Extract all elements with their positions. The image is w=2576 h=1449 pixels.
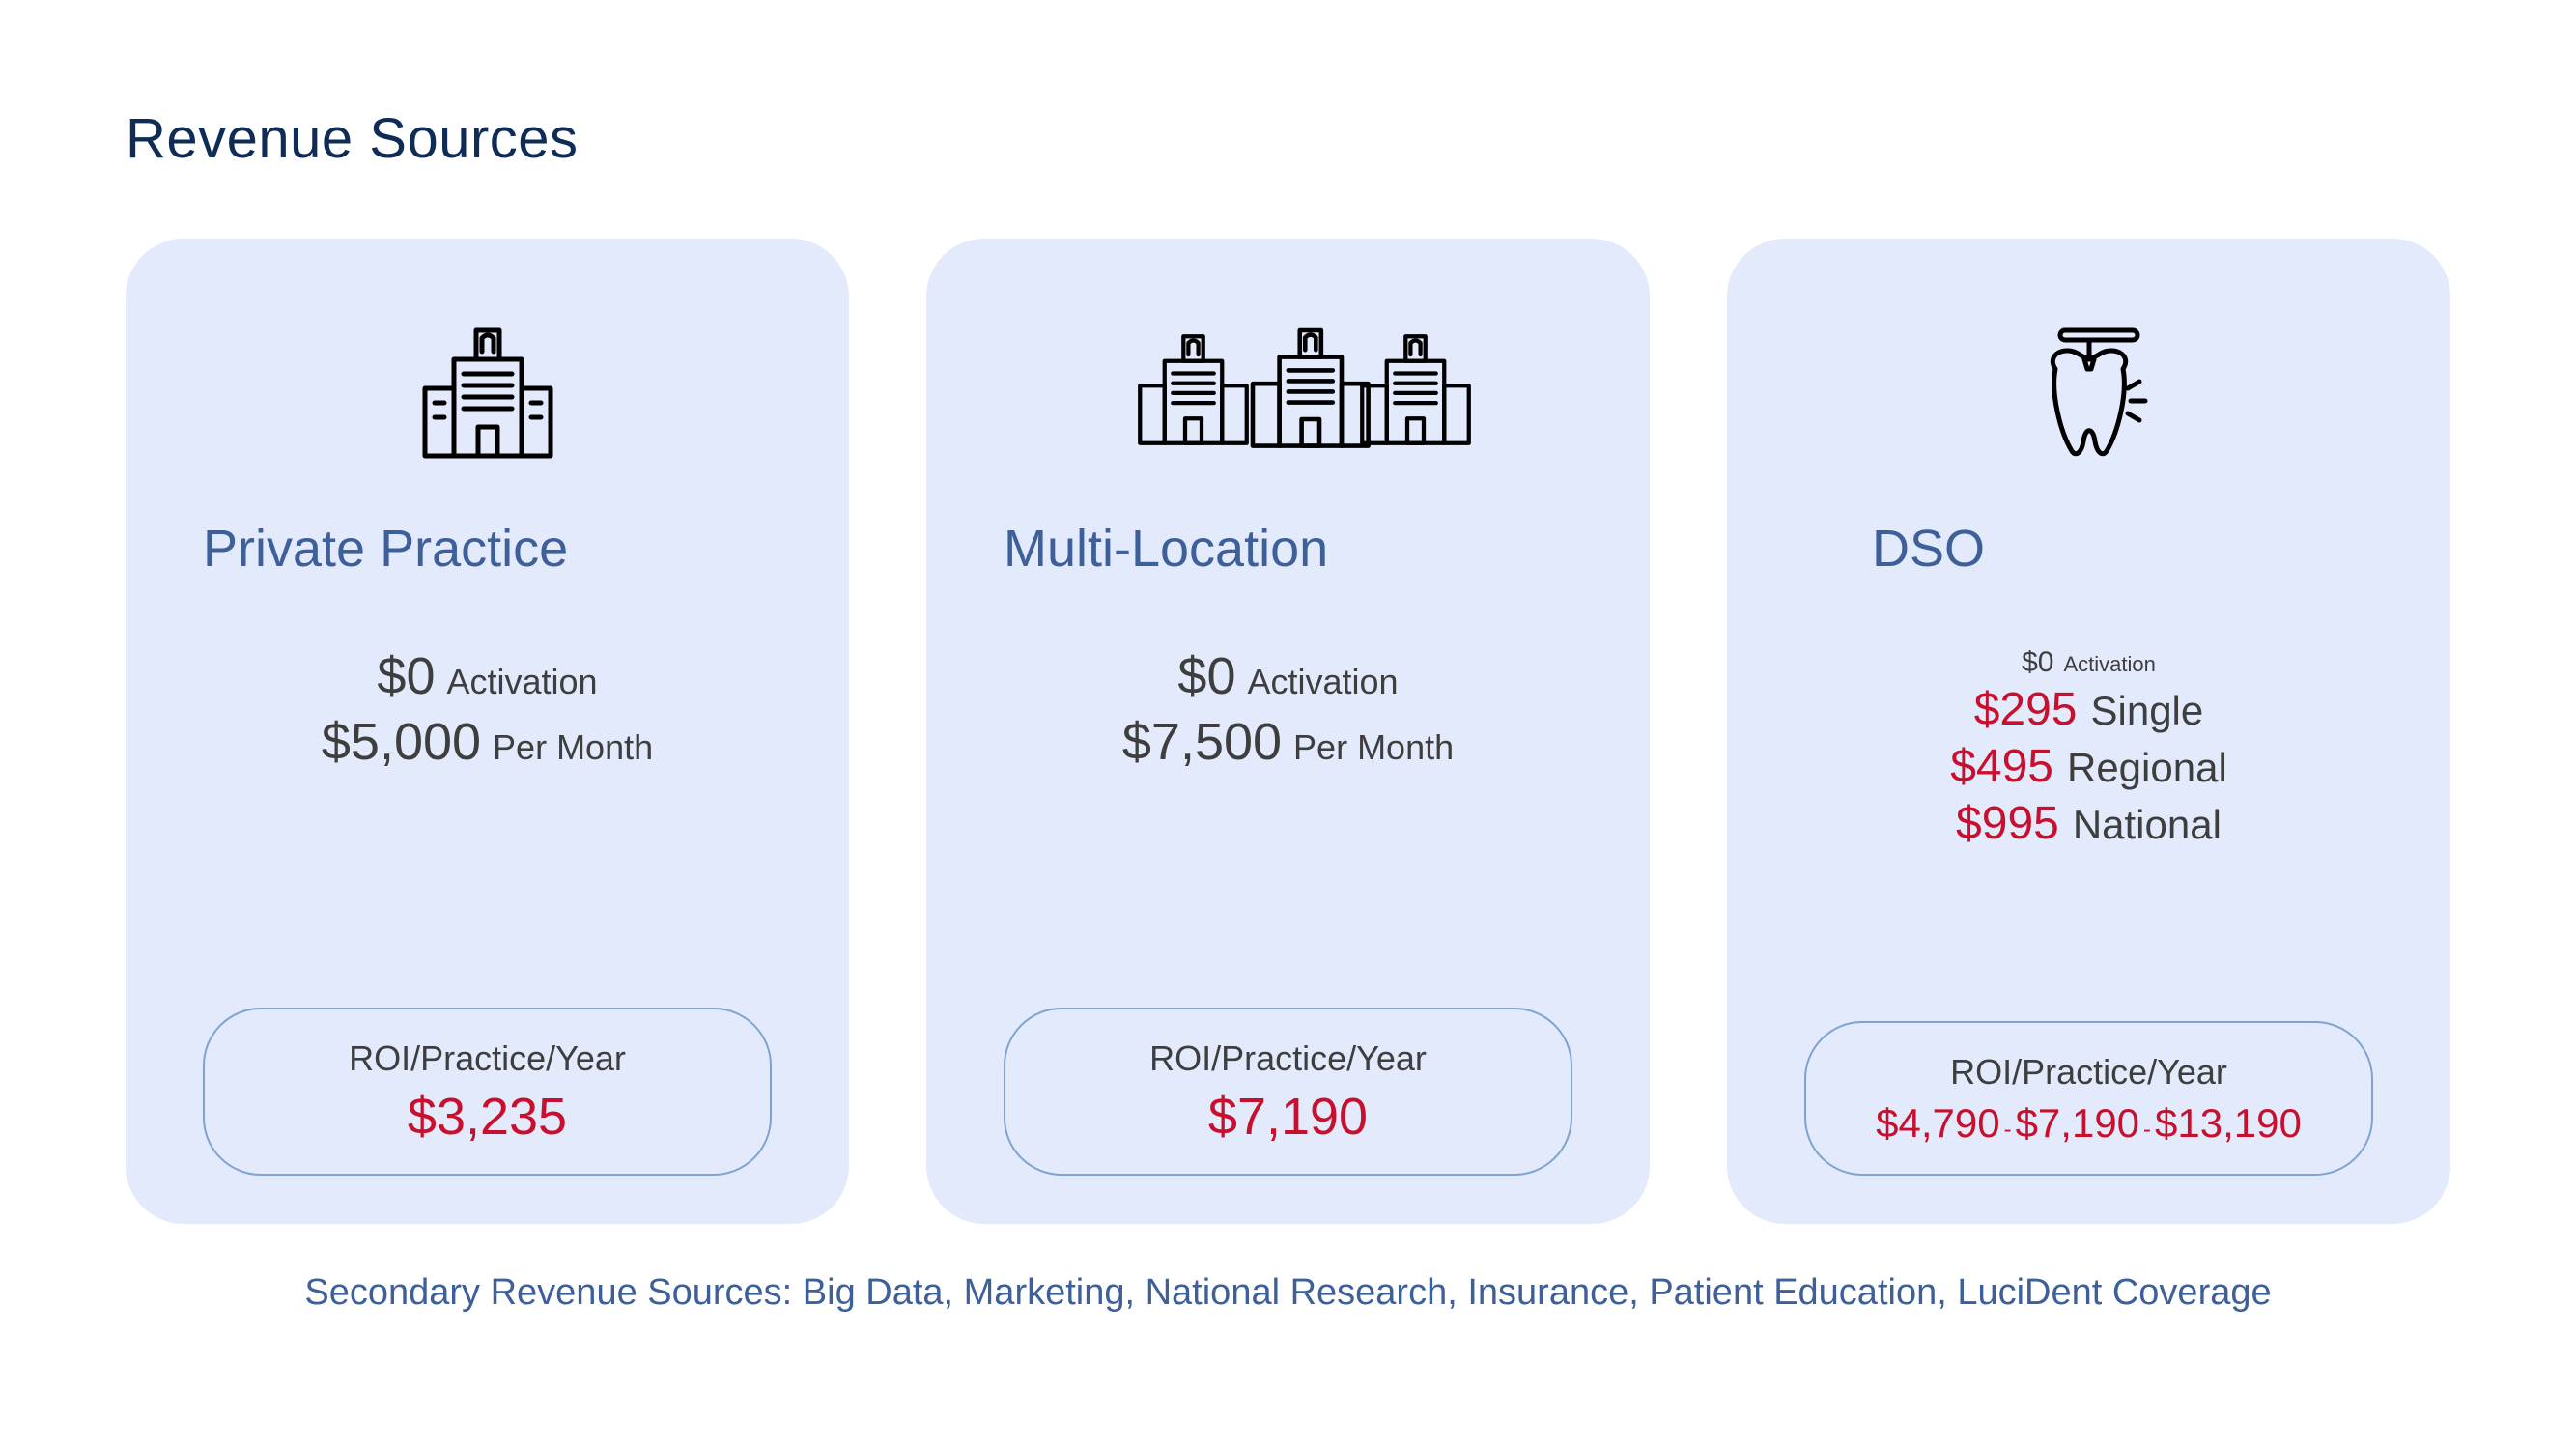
tier-value: $995 [1956,797,2059,850]
price-label: Per Month [1293,727,1454,768]
tooth-icon [2002,297,2176,490]
building-multi-icon [1095,297,1482,490]
cards-row: Private Practice $0 Activation $5,000 Pe… [126,239,2450,1224]
roi-label: ROI/Practice/Year [1149,1038,1427,1079]
tier-name: Regional [2067,745,2227,791]
tier-value: $295 [1974,683,2078,736]
price-block: $0 Activation $7,500 Per Month [965,646,1611,1008]
activation-label: Activation [1248,662,1399,702]
activation-value: $0 [377,646,435,706]
page-title: Revenue Sources [126,106,2450,171]
tier-value: $495 [1950,740,2053,793]
activation-value: $0 [2022,646,2053,679]
card-multi-location: Multi-Location $0 Activation $7,500 Per … [926,239,1650,1224]
tier-name: Single [2091,688,2204,734]
tier-name: National [2073,802,2222,848]
card-title: DSO [1766,519,2412,579]
roi-label: ROI/Practice/Year [349,1038,626,1079]
building-single-icon [401,297,575,490]
activation-value: $0 [1177,646,1235,706]
card-private-practice: Private Practice $0 Activation $5,000 Pe… [126,239,849,1224]
roi-label: ROI/Practice/Year [1950,1052,2227,1093]
price-value: $7,500 [1122,712,1282,772]
roi-box: ROI/Practice/Year $7,190 [1004,1008,1572,1176]
roi-value: $3,235 [408,1087,567,1147]
activation-label: Activation [2063,652,2155,677]
card-title: Private Practice [164,519,810,579]
price-block: $0 Activation $295 Single $495 Regional … [1766,646,2412,1021]
footer-text: Secondary Revenue Sources: Big Data, Mar… [126,1272,2450,1314]
activation-label: Activation [447,662,598,702]
roi-box: ROI/Practice/Year $4,790-$7,190-$13,190 [1804,1021,2373,1176]
roi-box: ROI/Practice/Year $3,235 [203,1008,772,1176]
card-dso: DSO $0 Activation $295 Single $495 Regio… [1727,239,2450,1224]
price-block: $0 Activation $5,000 Per Month [164,646,810,1008]
price-value: $5,000 [322,712,481,772]
roi-value-range: $4,790-$7,190-$13,190 [1876,1100,2302,1147]
card-title: Multi-Location [965,519,1611,579]
roi-value: $7,190 [1208,1087,1368,1147]
price-label: Per Month [493,727,653,768]
